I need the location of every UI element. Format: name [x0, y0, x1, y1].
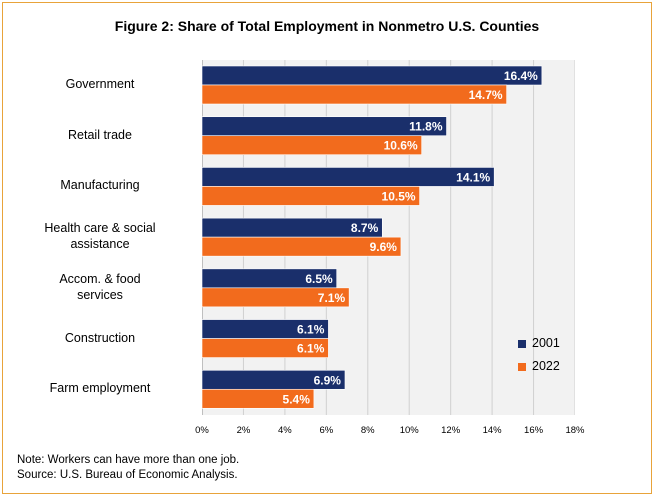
category-label-line: Government — [65, 77, 135, 91]
category-label-line: Farm employment — [49, 381, 151, 396]
data-label-2022-1: 10.6% — [384, 139, 418, 153]
category-label-6: Farm employment — [10, 380, 190, 396]
data-label-2001-1: 11.8% — [409, 120, 443, 134]
category-label-4: Accom. & food services — [10, 271, 190, 303]
x-tick-label-0: 0% — [195, 425, 209, 436]
bar-2022-3 — [202, 236, 402, 257]
bar-2022-2 — [202, 186, 420, 206]
bar-2022-0 — [202, 84, 507, 105]
data-label-2022-5: 6.1% — [297, 342, 325, 356]
x-tick-label-4: 8% — [360, 425, 375, 436]
category-label-2: Manufacturing — [10, 177, 190, 193]
plot-area: 16.4% 14.7% 11.8% 10.6% 14.1% 10.5% 8.7% 9.6% 6.… — [202, 60, 575, 415]
legend-swatch-2001 — [518, 340, 526, 348]
category-label-5: Construction — [10, 330, 190, 346]
category-label-line: Accom. & food — [59, 271, 141, 286]
source-text: Source: U.S. Bureau of Economic Analysis… — [17, 469, 238, 481]
category-label-line: Retail trade — [68, 127, 132, 142]
category-label-line: Manufacturing — [60, 178, 140, 193]
x-tick-label-8: 16% — [524, 425, 544, 436]
x-tick-label-5: 10% — [399, 425, 419, 436]
data-label-2022-2: 10.5% — [382, 189, 416, 203]
bar-2022-1 — [202, 135, 422, 156]
data-label-2022-0: 14.7% — [469, 88, 503, 102]
x-tick-label-7: 14% — [482, 425, 502, 436]
data-label-2001-6: 6.9% — [314, 373, 342, 387]
category-label-3: Health care & social assistance — [10, 220, 190, 252]
x-tick-label-3: 6% — [319, 425, 334, 436]
category-label-1: Retail trade — [10, 127, 190, 143]
note-text: Note: Workers can have more than one job… — [17, 454, 240, 466]
bar-2022-4 — [202, 287, 350, 308]
category-label-line: Construction — [64, 330, 136, 345]
bar-2001-0 — [202, 65, 543, 86]
legend-swatch-2022 — [518, 363, 526, 371]
chart-title: Figure 2: Share of Total Employment in N… — [114, 18, 540, 34]
data-label-2001-0: 16.4% — [504, 69, 538, 83]
data-label-2022-4: 7.1% — [318, 291, 346, 305]
legend-label-2022: 2022 — [532, 359, 560, 373]
bar-chart: 16.4%14.7% 11.8% 10.6% 14.1% 10.5% 8.7% 9.6% 6.… — [202, 60, 575, 415]
data-label-2022-6: 5.4% — [283, 392, 311, 406]
legend-label-2001: 2001 — [532, 336, 560, 350]
data-label-2001-2: 14.1% — [456, 170, 490, 184]
data-label-2022-3: 9.6% — [370, 240, 398, 254]
x-tick-label-2: 4% — [278, 425, 292, 436]
category-label-line: assistance — [70, 237, 130, 252]
x-tick-label-6: 12% — [441, 425, 461, 436]
bar-2022-6 — [202, 388, 315, 409]
data-label-2001-5: 6.1% — [297, 323, 325, 337]
category-label-line: Health care & social — [44, 221, 156, 236]
data-label-2001-4: 6.5% — [305, 272, 333, 286]
category-label-0: Government — [10, 76, 190, 92]
bar-2022-5 — [202, 338, 329, 358]
x-tick-label-9: 18% — [565, 425, 585, 436]
bar-2001-2 — [202, 167, 495, 187]
data-label-2001-3: 8.7% — [351, 221, 379, 235]
x-tick-label-1: 2% — [236, 425, 251, 436]
category-label-line: services — [77, 287, 123, 302]
